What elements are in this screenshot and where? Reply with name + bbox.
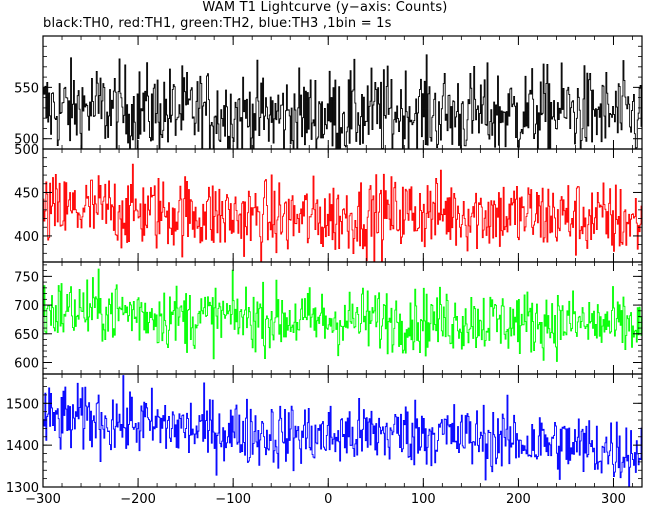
x-tick-label: 300 <box>601 492 626 505</box>
x-tick-label: −300 <box>25 492 61 505</box>
y-tick-label: 400 <box>14 230 39 245</box>
x-tick-label: 100 <box>411 492 436 505</box>
chart-subtitle: black:TH0, red:TH1, green:TH2, blue:TH3 … <box>43 16 392 31</box>
y-tick-label: 500 <box>14 133 39 148</box>
y-tick-label: 700 <box>14 299 39 314</box>
series-th0-line <box>43 54 642 149</box>
y-tick-label: 1300 <box>6 481 39 496</box>
series-th3-line <box>43 375 642 487</box>
y-tick-label: 450 <box>14 186 39 201</box>
panel-frame-th1 <box>42 148 643 263</box>
y-tick-label: 650 <box>14 328 39 343</box>
y-tick-label: 1500 <box>6 397 39 412</box>
y-tick-label: 600 <box>14 357 39 372</box>
y-tick-label: 1400 <box>6 439 39 454</box>
series-th2-line <box>43 268 642 362</box>
panel-frame-th2 <box>42 261 643 375</box>
y-tick-label: 500 <box>14 143 39 158</box>
x-tick-label: 0 <box>324 492 332 505</box>
series-th1-line <box>43 163 642 262</box>
chart-title: WAM T1 Lightcurve (y−axis: Counts) <box>202 0 448 15</box>
panel-frame-th3 <box>42 373 643 488</box>
x-tick-label: 200 <box>506 492 531 505</box>
y-tick-label: 750 <box>14 270 39 285</box>
y-tick-label: 550 <box>14 81 39 96</box>
x-tick-label: −100 <box>215 492 251 505</box>
x-tick-label: −200 <box>120 492 156 505</box>
